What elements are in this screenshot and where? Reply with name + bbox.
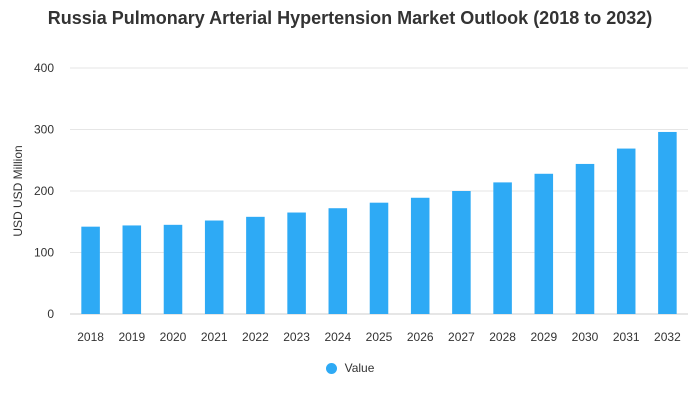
bar-2029[interactable] bbox=[534, 173, 554, 314]
bar-2024[interactable] bbox=[328, 208, 348, 314]
x-tick-label: 2018 bbox=[77, 330, 104, 344]
x-tick-label: 2032 bbox=[654, 330, 681, 344]
legend-swatch-icon bbox=[325, 362, 337, 374]
y-tick-label: 200 bbox=[34, 184, 54, 198]
bar-2032[interactable] bbox=[658, 131, 677, 314]
x-tick-label: 2025 bbox=[366, 330, 393, 344]
bars bbox=[81, 131, 677, 314]
bar-2031[interactable] bbox=[616, 148, 636, 314]
x-tick-label: 2029 bbox=[530, 330, 557, 344]
legend-item-value[interactable]: Value bbox=[325, 361, 375, 375]
bar-2028[interactable] bbox=[493, 182, 512, 314]
x-tick-label: 2027 bbox=[448, 330, 475, 344]
bar-2030[interactable] bbox=[575, 163, 595, 314]
x-tick-label: 2026 bbox=[407, 330, 434, 344]
y-tick-label: 300 bbox=[34, 123, 54, 137]
bar-2025[interactable] bbox=[369, 202, 389, 314]
chart-title: Russia Pulmonary Arterial Hypertension M… bbox=[47, 8, 653, 28]
bar-2021[interactable] bbox=[204, 220, 224, 314]
x-tick-label: 2031 bbox=[613, 330, 640, 344]
x-tick-label: 2030 bbox=[572, 330, 599, 344]
x-tick-label: 2023 bbox=[283, 330, 310, 344]
x-tick-label: 2021 bbox=[201, 330, 228, 344]
x-tick-label: 2020 bbox=[160, 330, 187, 344]
y-tick-label: 100 bbox=[34, 246, 54, 260]
y-tick-label: 0 bbox=[47, 307, 54, 321]
legend: Value bbox=[0, 361, 700, 377]
bar-2026[interactable] bbox=[410, 197, 430, 314]
x-axis-ticks: 2018 2019 2020 2021 2022 2023 2024 2025 2026 2027… bbox=[77, 330, 681, 344]
bar-2020[interactable] bbox=[163, 224, 183, 314]
bar-2022[interactable] bbox=[246, 216, 265, 314]
bar-2023[interactable] bbox=[287, 212, 306, 314]
bar-2018[interactable] bbox=[81, 226, 100, 314]
y-axis-ticks: 0 100 200 300 400 bbox=[34, 61, 54, 321]
x-tick-label: 2019 bbox=[118, 330, 145, 344]
y-axis-title: USD USD Million bbox=[11, 145, 25, 236]
x-tick-label: 2028 bbox=[489, 330, 516, 344]
x-tick-label: 2024 bbox=[324, 330, 351, 344]
x-tick-label: 2022 bbox=[242, 330, 269, 344]
bar-2027[interactable] bbox=[452, 191, 471, 314]
bar-2019[interactable] bbox=[122, 225, 142, 314]
y-tick-label: 400 bbox=[34, 61, 54, 75]
legend-label: Value bbox=[344, 361, 375, 375]
